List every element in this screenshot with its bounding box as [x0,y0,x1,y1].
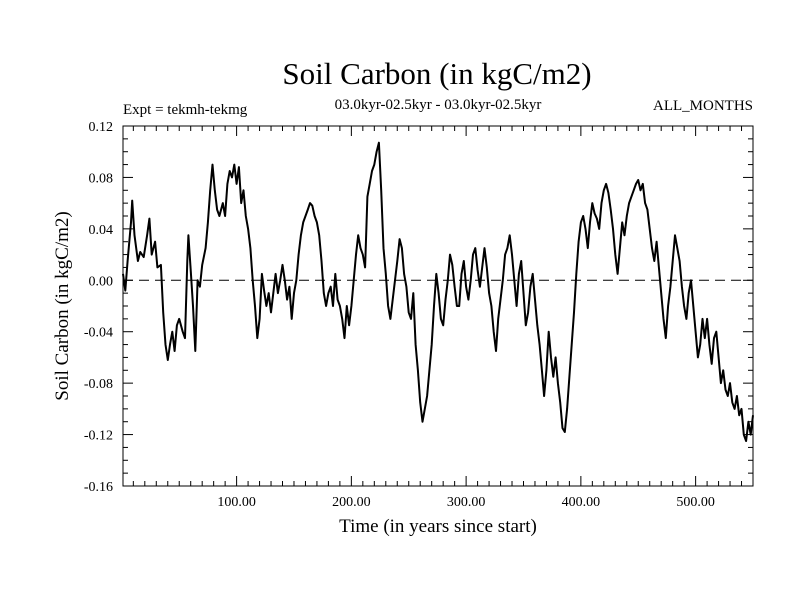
y-tick-label: 0.08 [89,171,114,186]
tick-labels: 100.00 200.00 300.00 400.00 500.00 0.12 0.08 0.… [84,120,715,510]
experiment-label: Expt = tekmh-tekmg [123,102,248,118]
months-label: ALL_MONTHS [653,98,753,114]
x-tick-label: 400.00 [562,495,601,510]
x-tick-label: 200.00 [332,495,371,510]
chart-title: Soil Carbon (in kgC/m2) [282,56,591,91]
x-axis-title: Time (in years since start) [339,516,537,537]
plot-area [122,125,754,487]
series-line-soil-carbon [122,141,754,442]
y-tick-label: 0.12 [89,120,114,135]
period-label: 03.0kyr-02.5kyr - 03.0kyr-02.5kyr [335,97,542,113]
axis-ticks [123,125,753,487]
y-tick-label: 0.00 [89,274,114,289]
y-tick-label: 0.04 [89,223,114,238]
x-tick-label: 100.00 [217,495,256,510]
x-tick-label: 500.00 [676,495,715,510]
y-tick-label: -0.04 [84,326,113,341]
y-tick-label: -0.12 [84,429,113,444]
y-axis-title: Soil Carbon (in kgC/m2) [52,211,73,400]
y-tick-label: -0.16 [84,480,113,495]
y-tick-label: -0.08 [84,377,113,392]
x-tick-label: 300.00 [447,495,486,510]
